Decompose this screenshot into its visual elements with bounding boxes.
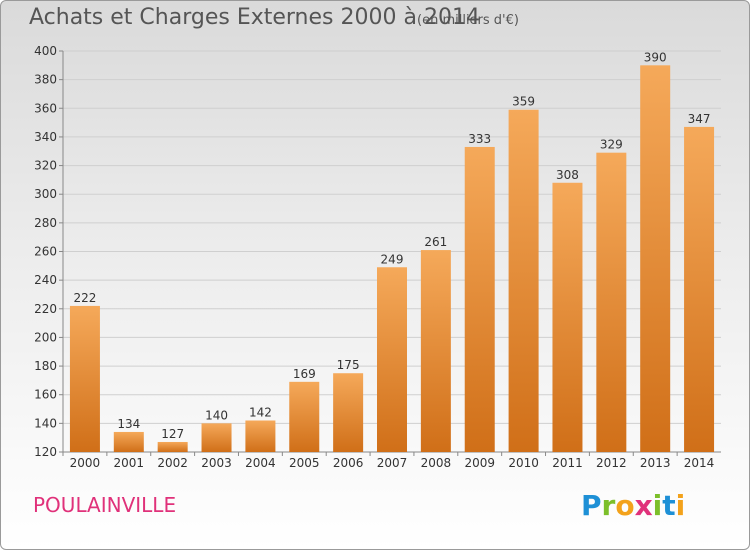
bar [640, 65, 671, 453]
logo-letter: i [675, 489, 686, 522]
bar [596, 152, 627, 453]
bars [69, 65, 715, 453]
y-tick-label: 120 [34, 445, 57, 459]
bar-value-label: 175 [337, 358, 360, 372]
chart-subtitle: (en milliers d'€) [417, 13, 519, 28]
x-tick-label: 2008 [421, 456, 452, 470]
x-tick-label: 2009 [464, 456, 495, 470]
bar-value-label: 359 [512, 95, 535, 109]
x-tick-label: 2014 [684, 456, 715, 470]
y-tick-label: 400 [34, 44, 57, 58]
x-tick-label: 2002 [157, 456, 188, 470]
tick-labels: 120 140 160 180 200 220 240 260 280 300 320 340 360 3… [34, 44, 714, 470]
y-tick-label: 200 [34, 330, 57, 344]
bar [201, 423, 232, 452]
bar-value-label: 261 [424, 235, 447, 249]
bar-value-label: 390 [644, 50, 667, 64]
bar [289, 381, 320, 452]
y-tick-label: 160 [34, 388, 57, 402]
x-tick-label: 2001 [114, 456, 145, 470]
bar [245, 420, 276, 452]
y-tick-label: 240 [34, 273, 57, 287]
x-tick-label: 2006 [333, 456, 364, 470]
y-tick-label: 220 [34, 302, 57, 316]
x-tick-label: 2000 [70, 456, 101, 470]
bar-value-label: 333 [468, 132, 491, 146]
x-tick-label: 2007 [377, 456, 408, 470]
y-tick-label: 180 [34, 359, 57, 373]
place-name: POULAINVILLE [33, 493, 177, 517]
bar-value-label: 308 [556, 168, 579, 182]
bar [420, 250, 451, 452]
bar [69, 305, 100, 452]
y-tick-label: 340 [34, 130, 57, 144]
bar [684, 126, 715, 453]
y-tick-label: 380 [34, 73, 57, 87]
logo-letter: o [615, 489, 635, 522]
bar [157, 441, 188, 452]
bar [113, 431, 144, 452]
bar [333, 373, 364, 452]
y-tick-label: 140 [34, 416, 57, 430]
bar-value-label: 140 [205, 408, 228, 422]
bar [377, 267, 407, 452]
y-tick-label: 300 [34, 187, 57, 201]
bar-value-label: 222 [73, 291, 96, 305]
logo-letter: r [601, 489, 616, 522]
y-tick-label: 280 [34, 216, 57, 230]
x-tick-label: 2003 [201, 456, 232, 470]
x-tick-label: 2005 [289, 456, 320, 470]
bar-value-label: 347 [688, 112, 711, 126]
logo-letter: x [634, 489, 653, 522]
bar [508, 109, 539, 452]
x-tick-label: 2013 [640, 456, 671, 470]
logo-letter: t [662, 489, 676, 522]
y-tick-label: 320 [34, 159, 57, 173]
bar-value-label: 127 [161, 427, 184, 441]
y-tick-label: 360 [34, 101, 57, 115]
bar-value-label: 249 [381, 252, 404, 266]
x-tick-label: 2010 [508, 456, 539, 470]
logo-letter: i [652, 489, 663, 522]
bar-value-label: 134 [117, 417, 140, 431]
value-labels: 222 134 127 140 142 169 175 249 261 333 359 308 329 3… [73, 50, 710, 441]
x-tick-label: 2004 [245, 456, 276, 470]
x-tick-label: 2012 [596, 456, 627, 470]
bar-value-label: 169 [293, 367, 316, 381]
x-tick-label: 2011 [552, 456, 583, 470]
bar-value-label: 142 [249, 405, 272, 419]
proxiti-logo: Proxiti [581, 489, 685, 522]
bar-value-label: 329 [600, 138, 623, 152]
bar [552, 182, 583, 452]
chart-title: Achats et Charges Externes 2000 à 2014 [29, 5, 480, 30]
logo-letter: P [581, 489, 602, 522]
bar [464, 146, 495, 453]
y-tick-label: 260 [34, 245, 57, 259]
